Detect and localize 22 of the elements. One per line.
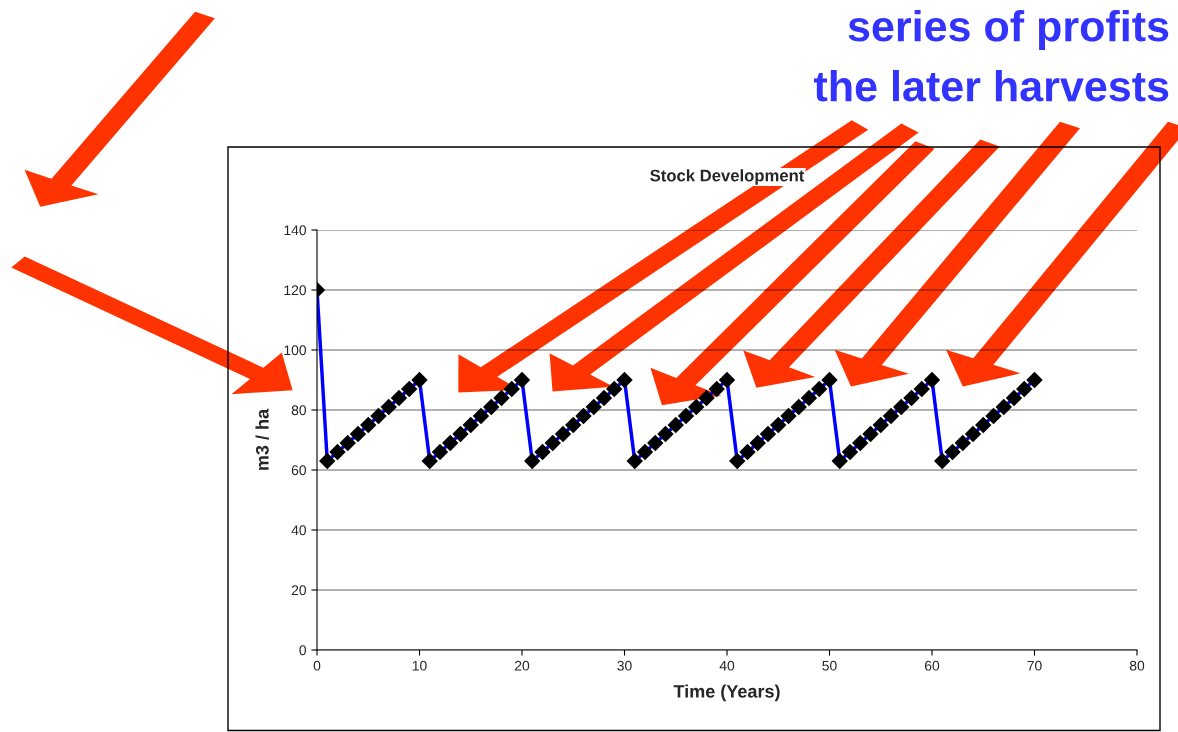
y-tick-label: 80 — [291, 405, 307, 416]
x-tick-label: 60 — [924, 660, 940, 671]
y-tick-label: 100 — [284, 345, 307, 356]
x-tick-label: 80 — [1129, 660, 1145, 671]
x-tick-label: 10 — [412, 660, 427, 671]
x-tick-label: 30 — [617, 660, 632, 671]
y-tick-label: 40 — [291, 525, 307, 536]
y-axis-title: m3 / ha — [255, 408, 269, 470]
text: the later harvests — [813, 69, 1169, 102]
y-tick-label: 0 — [299, 645, 307, 656]
x-tick-label: 20 — [514, 660, 530, 671]
y-tick-label: 20 — [291, 585, 307, 596]
x-tick-label: 0 — [313, 660, 321, 671]
x-tick-label: 50 — [822, 660, 837, 671]
text: series of profits — [848, 9, 1169, 51]
y-tick-label: 140 — [284, 225, 307, 236]
x-axis-title: Time (Years) — [673, 684, 780, 702]
y-tick-label: 120 — [284, 285, 307, 296]
x-tick-label: 70 — [1027, 660, 1042, 671]
chart-title: Stock Development — [650, 169, 805, 185]
y-tick-label: 60 — [291, 465, 307, 476]
x-tick-label: 40 — [719, 660, 735, 671]
